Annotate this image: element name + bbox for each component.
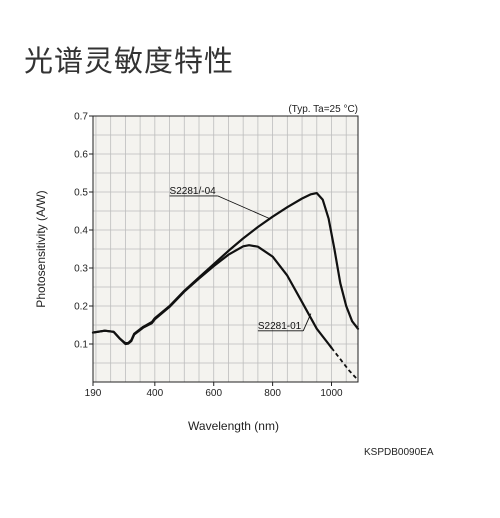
series-label-0: S2281/-04 <box>170 186 217 197</box>
x-tick-label: 600 <box>205 388 222 399</box>
y-tick-label: 0.1 <box>74 340 88 351</box>
leader-line-0 <box>217 195 270 220</box>
page-title: 光谱灵敏度特性 <box>24 44 235 78</box>
leader-line-1 <box>302 313 312 331</box>
annotation-layer: S2281/-04 S2281-01 <box>169 186 312 332</box>
axis-layer: 190 400 600 800 1000 0.1 0.2 0.3 0.4 0.5 0.6 0.7 <box>74 112 359 399</box>
series-layer <box>91 192 360 381</box>
x-axis-label: Wavelength (nm) <box>188 419 279 433</box>
y-tick-label: 0.6 <box>74 150 88 161</box>
plot-frame <box>92 115 359 383</box>
y-tick-label: 0.4 <box>74 226 88 237</box>
y-tick-label: 0.2 <box>74 302 88 313</box>
condition-note: (Typ. Ta=25 °C) <box>288 104 358 115</box>
x-tick-label: 400 <box>146 388 163 399</box>
grid <box>93 116 358 382</box>
y-axis-label: Photosensitivity (A/W) <box>34 190 48 307</box>
x-tick-label: 190 <box>85 388 102 399</box>
x-tick-label: 1000 <box>320 388 343 399</box>
y-tick-label: 0.5 <box>74 188 88 199</box>
x-tick-label: 800 <box>264 388 281 399</box>
series-line-1 <box>91 244 333 349</box>
y-tick-label: 0.7 <box>74 112 88 123</box>
series-label-1: S2281-01 <box>258 321 302 332</box>
y-tick-label: 0.3 <box>74 264 88 275</box>
document-code: KSPDB0090EA <box>364 447 434 458</box>
